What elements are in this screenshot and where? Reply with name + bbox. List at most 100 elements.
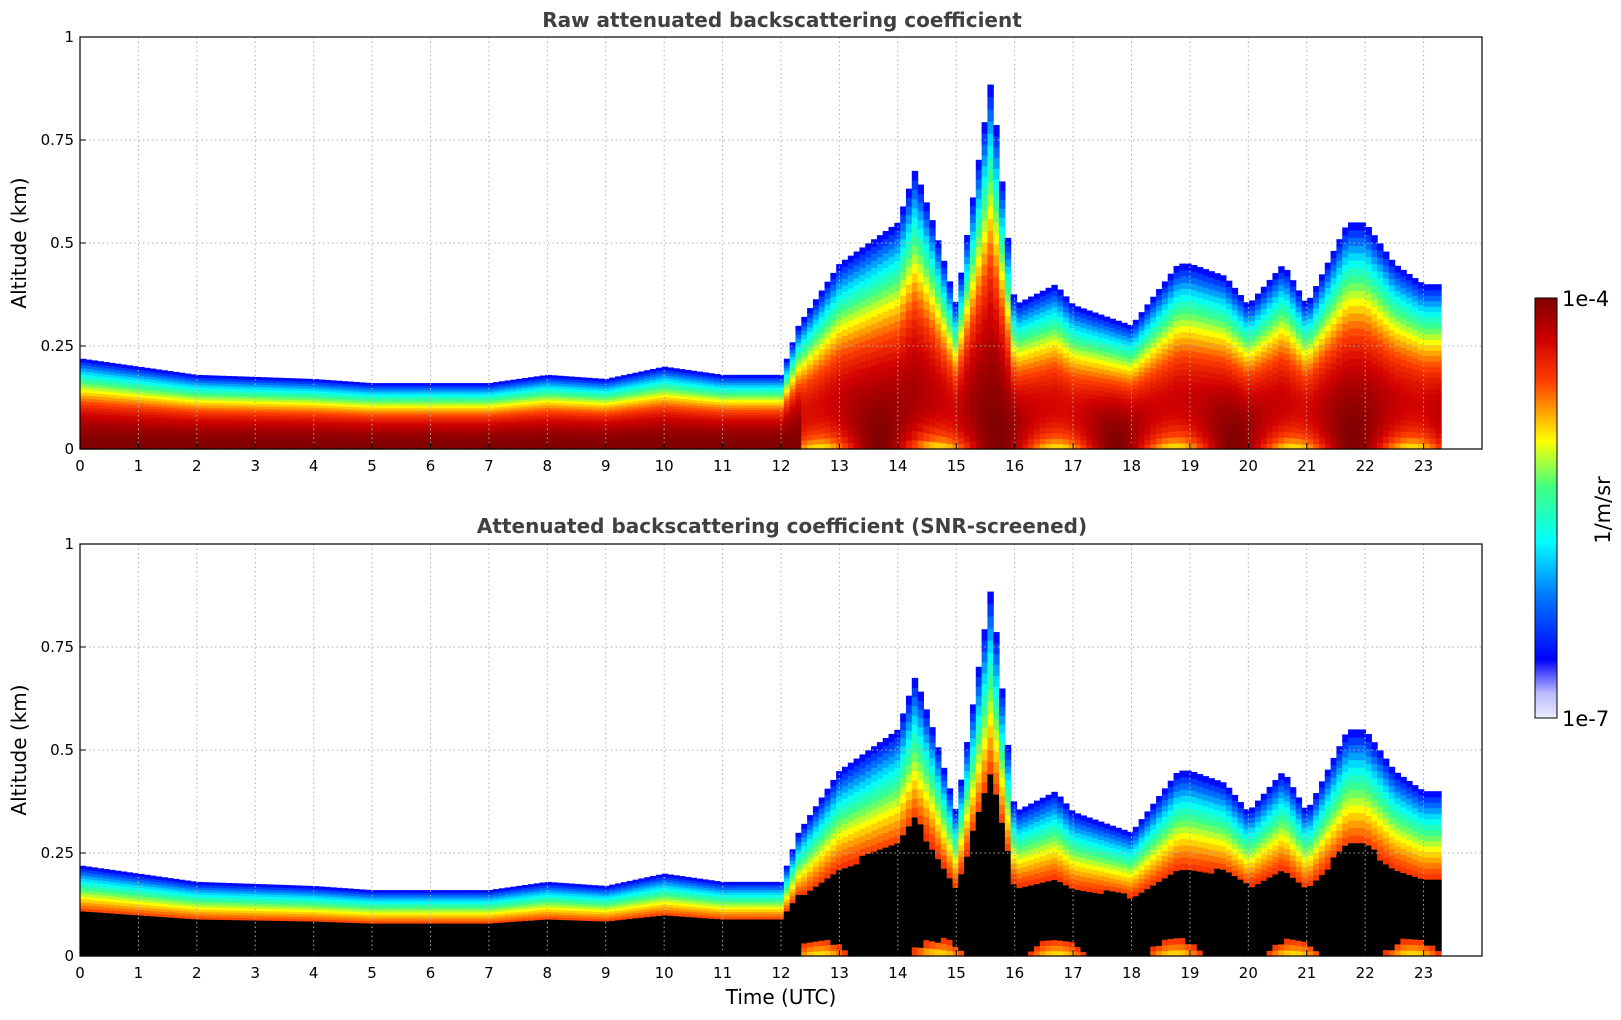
heatmap-cell [463,416,471,419]
heatmap-cell [120,434,128,439]
heatmap-cell [213,417,221,421]
heatmap-cell [475,446,482,450]
heatmap-cell [650,432,657,437]
heatmap-cell [917,422,925,432]
heatmap-cell [923,243,930,253]
heatmap-cell [586,399,593,403]
heatmap-cell [469,413,477,417]
heatmap-cell [1016,370,1023,377]
heatmap-cell [911,272,919,283]
heatmap-cell [760,421,767,425]
heatmap-cell [539,436,546,440]
heatmap-cell [556,446,564,450]
heatmap-cell [969,398,977,408]
heatmap-cell [714,406,721,410]
heatmap-cell [446,389,453,393]
heatmap-cell [324,396,331,399]
heatmap-cell [353,437,360,441]
heatmap-cell [80,406,87,411]
heatmap-cell [626,441,634,445]
heatmap-cell [1028,433,1035,440]
heatmap-cell [905,301,913,311]
heatmap-cell [836,387,843,395]
heatmap-cell [295,404,302,408]
heatmap-cell [580,379,587,383]
heatmap-cell [446,435,453,439]
heatmap-cell [719,394,727,398]
heatmap-cell [469,418,477,422]
heatmap-cell [946,303,954,310]
heatmap-cell [1016,409,1023,416]
heatmap-cell [626,401,634,405]
heatmap-cell [324,423,331,427]
heatmap-cell [330,428,337,432]
heatmap-cell [504,419,512,423]
heatmap-cell [359,420,366,423]
heatmap-cell [190,376,197,380]
heatmap-cell [789,356,797,361]
heatmap-cell [446,440,453,444]
heatmap-cell [772,439,779,443]
heatmap-cell [789,395,797,400]
heatmap-cell [696,446,703,450]
heatmap-cell [661,372,669,376]
heatmap-cell [783,370,791,375]
heatmap-cell [1004,266,1012,274]
heatmap-cell [888,263,895,272]
heatmap-cell [388,433,395,437]
heatmap-cell [423,405,430,408]
heatmap-cell [1010,366,1018,373]
heatmap-cell [888,256,895,265]
heatmap-cell [301,409,308,413]
heatmap-cell [202,446,209,450]
heatmap-cell [911,235,919,246]
heatmap-cell [266,398,273,402]
heatmap-cell [620,412,628,416]
heatmap-cell [772,426,779,430]
heatmap-cell [434,446,442,450]
heatmap-cell [766,411,773,415]
heatmap-cell [463,398,471,402]
heatmap-cell [504,417,512,420]
heatmap-cell [923,218,930,228]
heatmap-cell [841,385,849,393]
heatmap-cell [586,394,593,398]
heatmap-cell [161,420,168,424]
heatmap-cell [865,394,872,402]
heatmap-cell [295,385,302,389]
heatmap-cell [254,410,261,414]
heatmap-cell [347,399,354,403]
heatmap-cell [667,394,674,398]
heatmap-cell [295,437,302,441]
heatmap-cell [533,424,541,428]
heatmap-cell [533,395,541,399]
heatmap-cell [405,413,413,417]
heatmap-cell [138,421,145,425]
heatmap-cell [370,405,378,408]
heatmap-cell [242,427,250,431]
heatmap-cell [498,406,506,409]
heatmap-cell [650,411,657,415]
heatmap-cell [399,405,407,408]
heatmap-cell [109,371,116,375]
heatmap-cell [743,384,750,388]
heatmap-cell [743,444,750,448]
heatmap-cell [522,422,529,426]
heatmap-cell [911,347,919,357]
heatmap-cell [865,277,872,286]
heatmap-cell [812,319,820,325]
heatmap-cell [615,429,622,433]
heatmap-cell [458,418,465,422]
heatmap-cell [789,416,797,422]
heatmap-cell [1010,428,1018,435]
heatmap-cell [190,396,197,400]
heatmap-cell [370,383,378,386]
heatmap-cell [80,385,87,390]
heatmap-cell [923,251,930,261]
heatmap-cell [876,370,884,379]
heatmap-cell [173,379,180,383]
heatmap-cell [905,327,913,337]
heatmap-cell [341,428,349,432]
heatmap-cell [661,421,669,425]
heatmap-cell [824,432,831,439]
